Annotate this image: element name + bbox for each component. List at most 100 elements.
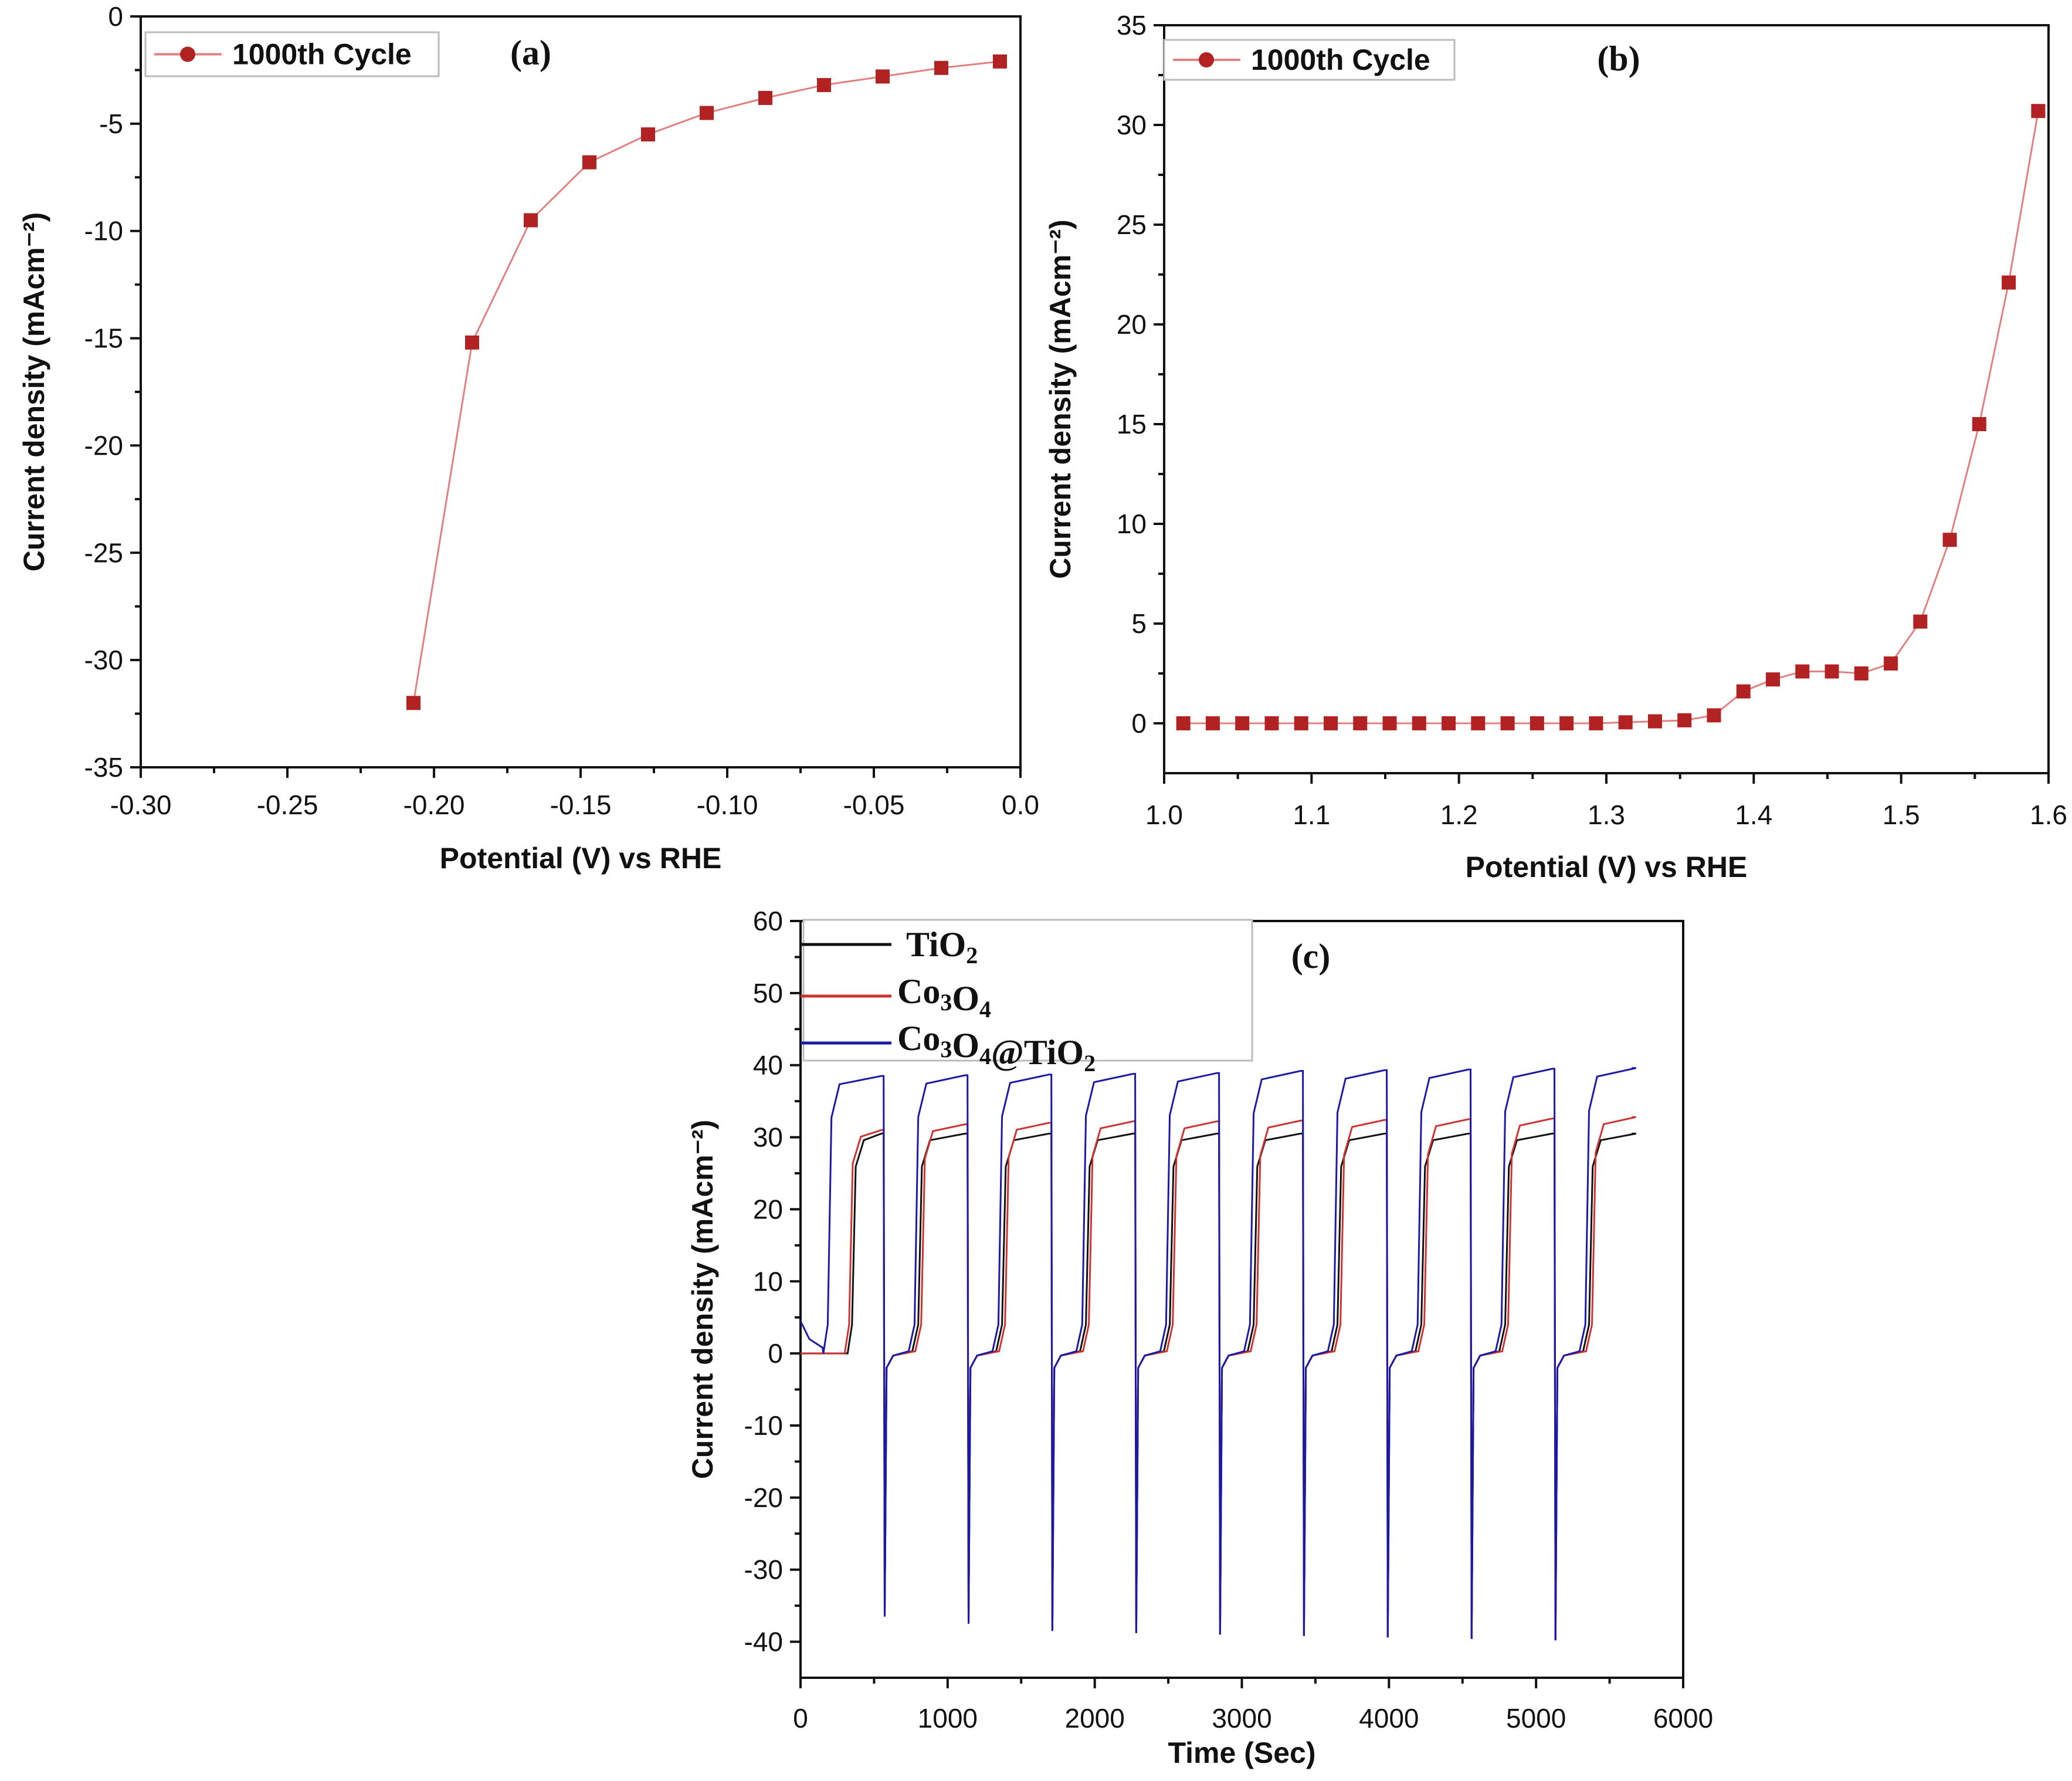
- panel-b-chart: 1.0 1.1 1.2 1.3 1.4 1.5 1.6 0 5 10 15 20 25 30 35 Poten…: [1044, 10, 2067, 883]
- x-tick-label: 1.1: [1293, 800, 1330, 830]
- data-point: [758, 90, 772, 105]
- data-point: [1500, 716, 1515, 730]
- data-point: [1442, 716, 1456, 730]
- data-point: [1589, 716, 1603, 730]
- data-point: [641, 127, 655, 142]
- series-line-1000th-cycle: [1183, 110, 2039, 724]
- x-tick-label: 1.4: [1735, 800, 1772, 830]
- y-axis-title: Current density (mAcm⁻²): [686, 1120, 719, 1479]
- data-point: [1854, 666, 1868, 680]
- y-tick-label: 5: [1131, 608, 1147, 639]
- x-tick-label: 1.6: [2030, 800, 2067, 830]
- data-point: [1559, 716, 1574, 730]
- y-tick-label: 10: [1117, 509, 1147, 539]
- y-tick-label: 40: [753, 1050, 783, 1081]
- x-tick-label: -0.05: [843, 790, 905, 820]
- data-point: [1235, 716, 1250, 730]
- data-point: [524, 213, 538, 228]
- x-tick-label: -0.15: [550, 790, 612, 820]
- data-point: [1353, 716, 1368, 730]
- y-tick-label: 0: [1131, 708, 1147, 739]
- y-tick-label: -40: [744, 1627, 783, 1657]
- legend-label: Co3O4@TiO2: [897, 1019, 1096, 1076]
- x-tick-label: 0: [793, 1703, 808, 1733]
- data-point: [1942, 533, 1957, 547]
- y-tick-label: 35: [1117, 10, 1147, 40]
- legend-label: TiO2: [906, 925, 978, 969]
- data-point: [1176, 716, 1191, 730]
- y-tick-label: 20: [1117, 309, 1147, 340]
- y-tick-label: -20: [744, 1482, 783, 1513]
- panel-label: (a): [510, 33, 551, 72]
- legend-marker: [1199, 52, 1214, 67]
- data-point: [1972, 417, 1986, 431]
- plot-frame: [140, 15, 1022, 768]
- x-tick-label: 2000: [1064, 1703, 1124, 1733]
- data-point: [1795, 664, 1810, 679]
- legend-subscript: 2: [966, 942, 978, 969]
- data-point: [993, 54, 1007, 69]
- legend-label: 1000th Cycle: [1251, 43, 1430, 76]
- data-point: [1382, 716, 1397, 730]
- data-point: [1412, 716, 1426, 730]
- data-point: [817, 78, 831, 93]
- data-point: [1324, 716, 1338, 730]
- x-tick-label: 1.2: [1440, 800, 1478, 830]
- y-tick-label: 30: [1117, 110, 1147, 140]
- data-point: [1677, 713, 1692, 727]
- x-tick-label: 1.5: [1883, 800, 1920, 830]
- x-tick-label: -0.25: [257, 790, 318, 820]
- data-point: [1707, 708, 1721, 723]
- data-point: [1205, 716, 1220, 730]
- y-axis-title: Current density (mAcm⁻²): [18, 212, 50, 572]
- x-tick-label: 3000: [1212, 1703, 1271, 1733]
- y-tick-label: -25: [84, 537, 123, 568]
- data-point: [1884, 656, 1898, 671]
- data-point: [406, 696, 420, 710]
- y-tick-label: 30: [753, 1122, 783, 1153]
- y-tick-label: -15: [84, 323, 123, 354]
- legend-subscript: 3: [940, 989, 952, 1015]
- y-tick-label: 0: [108, 1, 123, 32]
- legend-text-part: TiO: [906, 925, 966, 964]
- data-point: [1736, 684, 1751, 699]
- legend-marker: [180, 46, 195, 62]
- y-tick-label: -35: [84, 752, 123, 783]
- y-tick-label: 60: [753, 906, 783, 936]
- x-tick-label: 4000: [1359, 1703, 1419, 1733]
- legend-text-part: O: [952, 1026, 979, 1065]
- y-tick-label: 15: [1117, 409, 1147, 439]
- legend-label: 1000th Cycle: [232, 38, 412, 71]
- legend-subscript: 3: [940, 1036, 952, 1062]
- y-tick-label: -30: [744, 1555, 783, 1585]
- legend-text-part: Co: [897, 1019, 940, 1058]
- x-tick-label: 1000: [918, 1703, 978, 1733]
- x-tick-label: -0.30: [110, 790, 172, 820]
- y-tick-label: -30: [84, 645, 123, 675]
- x-tick-label: -0.10: [697, 790, 758, 820]
- legend-subscript: 2: [1084, 1050, 1096, 1076]
- legend-text-part: O: [952, 979, 979, 1018]
- x-tick-label: 1.3: [1588, 800, 1625, 830]
- data-point: [582, 155, 596, 170]
- data-point: [1825, 664, 1839, 679]
- data-point: [1766, 672, 1781, 687]
- data-point: [2002, 275, 2016, 290]
- x-tick-label: -0.20: [403, 790, 465, 820]
- series-line-1000th-cycle: [412, 60, 1001, 703]
- legend-text-part: @TiO: [991, 1033, 1084, 1072]
- y-tick-label: -20: [84, 430, 123, 461]
- x-tick-label: 5000: [1506, 1703, 1566, 1733]
- y-tick-label: -10: [84, 216, 123, 246]
- panel-c-chart: 0 1000 2000 3000 4000 5000 6000 60 50 40 30 20 10 0 -1…: [686, 906, 1713, 1769]
- data-point: [1647, 714, 1662, 729]
- data-point: [1294, 716, 1308, 730]
- plot-frame: [1163, 24, 2050, 774]
- x-tick-label: 0.0: [1002, 790, 1039, 820]
- x-tick-label: 6000: [1653, 1703, 1713, 1733]
- legend-text-part: Co: [897, 972, 940, 1011]
- x-tick-label: 1.0: [1145, 800, 1183, 830]
- legend-label: Co3O4: [897, 972, 991, 1022]
- x-axis-title: Potential (V) vs RHE: [440, 842, 722, 875]
